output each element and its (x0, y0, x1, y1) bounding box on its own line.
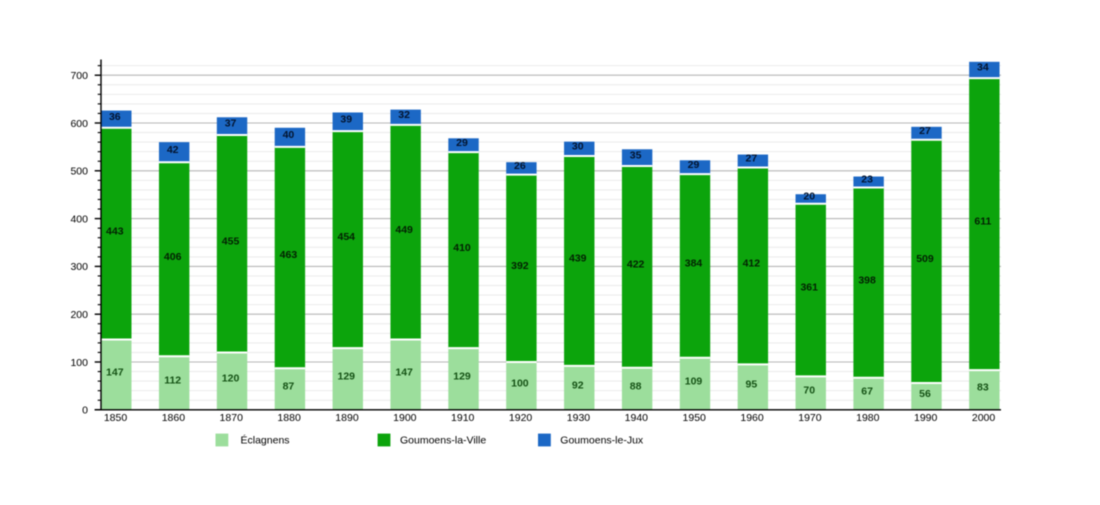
svg-text:1870: 1870 (220, 412, 244, 424)
svg-text:Goumoens-le-Jux: Goumoens-le-Jux (560, 435, 644, 447)
svg-text:29: 29 (688, 159, 700, 171)
svg-text:27: 27 (919, 125, 931, 137)
svg-text:1920: 1920 (509, 412, 533, 424)
svg-text:1990: 1990 (914, 412, 938, 424)
svg-text:88: 88 (630, 380, 642, 392)
svg-text:463: 463 (280, 249, 298, 261)
svg-text:42: 42 (167, 144, 179, 156)
svg-text:92: 92 (572, 379, 584, 391)
svg-text:509: 509 (916, 253, 934, 265)
svg-text:361: 361 (800, 282, 818, 294)
svg-text:1950: 1950 (683, 412, 707, 424)
svg-text:449: 449 (395, 224, 413, 236)
svg-text:36: 36 (109, 111, 121, 123)
svg-text:700: 700 (70, 70, 88, 82)
svg-text:1970: 1970 (798, 412, 822, 424)
svg-text:40: 40 (283, 129, 295, 141)
svg-text:1860: 1860 (162, 412, 186, 424)
svg-text:100: 100 (511, 378, 529, 390)
svg-text:Goumoens-la-Ville: Goumoens-la-Ville (400, 435, 486, 447)
svg-text:412: 412 (743, 258, 761, 270)
svg-text:1910: 1910 (451, 412, 475, 424)
svg-text:83: 83 (977, 382, 989, 394)
svg-text:392: 392 (511, 260, 529, 272)
svg-text:439: 439 (569, 253, 587, 265)
svg-text:27: 27 (746, 153, 758, 165)
svg-text:1900: 1900 (393, 412, 417, 424)
svg-text:1940: 1940 (625, 412, 649, 424)
svg-text:455: 455 (222, 235, 240, 247)
svg-text:200: 200 (70, 309, 88, 321)
svg-text:1930: 1930 (567, 412, 591, 424)
svg-text:129: 129 (338, 371, 356, 383)
svg-text:1980: 1980 (856, 412, 880, 424)
svg-text:Éclagnens: Éclagnens (241, 434, 290, 447)
svg-text:23: 23 (861, 174, 873, 186)
svg-text:32: 32 (398, 109, 410, 121)
svg-text:454: 454 (338, 231, 356, 243)
svg-text:26: 26 (514, 160, 526, 172)
svg-text:2000: 2000 (972, 412, 996, 424)
svg-text:95: 95 (746, 379, 758, 391)
svg-text:100: 100 (70, 357, 88, 369)
svg-text:120: 120 (222, 373, 240, 385)
svg-text:70: 70 (803, 385, 815, 397)
svg-text:0: 0 (82, 405, 88, 417)
svg-text:600: 600 (70, 118, 88, 130)
svg-text:1960: 1960 (740, 412, 764, 424)
svg-text:112: 112 (164, 375, 181, 387)
svg-text:109: 109 (685, 375, 703, 387)
svg-text:443: 443 (106, 225, 124, 237)
svg-text:300: 300 (70, 261, 88, 273)
svg-text:147: 147 (395, 366, 413, 378)
svg-text:500: 500 (70, 166, 88, 178)
svg-text:34: 34 (977, 62, 989, 74)
svg-text:147: 147 (106, 366, 124, 378)
svg-text:129: 129 (453, 371, 471, 383)
svg-text:87: 87 (283, 381, 295, 393)
svg-text:30: 30 (572, 140, 584, 152)
svg-text:67: 67 (861, 385, 873, 397)
svg-text:384: 384 (685, 258, 703, 270)
svg-text:37: 37 (225, 118, 237, 130)
svg-text:1850: 1850 (104, 412, 128, 424)
svg-text:400: 400 (70, 213, 88, 225)
svg-text:39: 39 (340, 113, 352, 125)
svg-text:56: 56 (919, 388, 931, 400)
svg-text:410: 410 (453, 242, 471, 254)
svg-text:35: 35 (630, 149, 642, 161)
svg-text:1890: 1890 (335, 412, 359, 424)
svg-text:406: 406 (164, 251, 182, 263)
svg-text:611: 611 (974, 216, 991, 228)
svg-text:29: 29 (456, 137, 468, 149)
svg-text:422: 422 (627, 258, 645, 270)
svg-text:1880: 1880 (277, 412, 301, 424)
svg-text:20: 20 (803, 191, 815, 203)
svg-text:398: 398 (858, 274, 876, 286)
